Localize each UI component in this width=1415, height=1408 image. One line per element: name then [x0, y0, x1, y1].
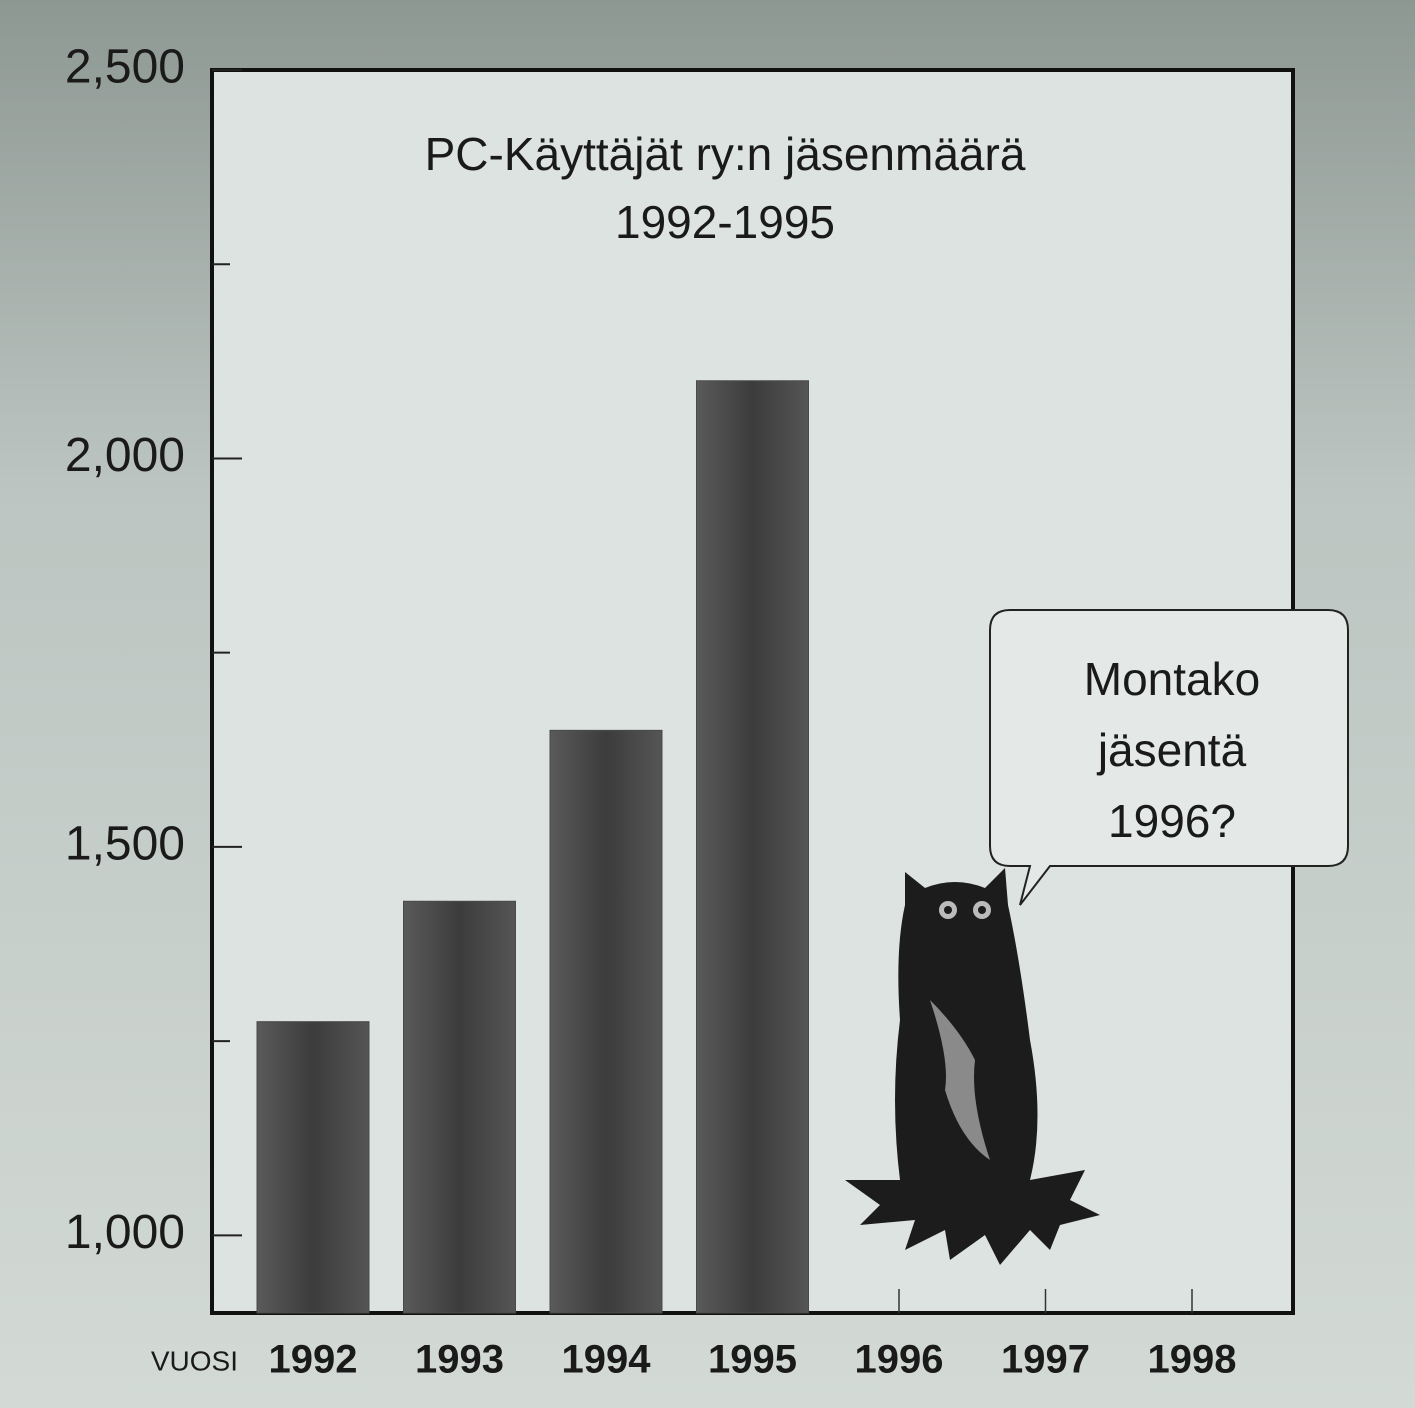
x-tick-label: 1998	[1148, 1338, 1237, 1382]
x-tick-label: 1994	[562, 1338, 652, 1382]
annotation: 1996?	[1108, 795, 1236, 847]
y-tick-label: 1,500	[65, 818, 185, 871]
chart-title: 1992-1995	[615, 196, 835, 248]
chart-title: PC-Käyttäjät ry:n jäsenmäärä	[425, 128, 1026, 180]
x-tick-label: 1995	[708, 1338, 797, 1382]
owl-pupil	[944, 906, 952, 914]
bar	[257, 1022, 369, 1313]
x-axis-label: VUOSI	[151, 1345, 238, 1376]
x-tick-label: 1996	[855, 1338, 944, 1382]
bar	[404, 901, 516, 1313]
y-tick-label: 2,000	[65, 429, 185, 482]
x-tick-label: 1992	[269, 1338, 358, 1382]
chart: PC-Käyttäjät ry:n jäsenmäärä 1992-1995 V…	[0, 0, 1415, 1408]
annotation: Montako	[1084, 653, 1260, 705]
y-tick-label: 1,000	[65, 1206, 185, 1259]
x-tick-label: 1993	[415, 1338, 504, 1382]
annotation: jäsentä	[1096, 724, 1247, 776]
bar	[697, 381, 809, 1313]
speech-bubble: Montako jäsentä 1996?	[990, 610, 1348, 905]
y-tick-label: 2,500	[65, 41, 185, 94]
owl-pupil	[978, 906, 986, 914]
bar	[550, 730, 662, 1313]
x-tick-label: 1997	[1001, 1338, 1090, 1382]
